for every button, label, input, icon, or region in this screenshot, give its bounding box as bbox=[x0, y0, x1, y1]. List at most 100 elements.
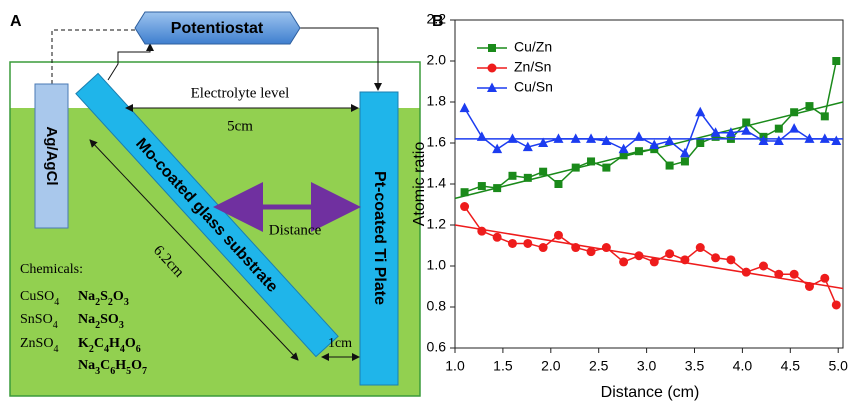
x-tick-label: 3.5 bbox=[685, 358, 705, 374]
wire bbox=[298, 27, 382, 91]
marker bbox=[819, 133, 830, 143]
marker bbox=[586, 247, 596, 257]
marker bbox=[507, 133, 518, 143]
wire bbox=[107, 43, 154, 81]
marker bbox=[665, 249, 675, 259]
marker bbox=[460, 202, 470, 212]
marker bbox=[618, 143, 629, 154]
marker bbox=[553, 133, 564, 143]
marker bbox=[523, 173, 532, 182]
panel-a: A Potentiostat Ag/AgCl Pt-coated Ti Plat… bbox=[9, 11, 421, 397]
marker bbox=[711, 132, 720, 141]
chemical: CuSO4 bbox=[20, 289, 59, 308]
chemical: Na2S2O3 bbox=[78, 289, 129, 308]
legend-label: Zn/Sn bbox=[514, 59, 551, 75]
marker bbox=[650, 145, 659, 154]
marker bbox=[696, 139, 705, 147]
chemical: Na3C6H5O7 bbox=[78, 358, 147, 377]
marker bbox=[601, 135, 612, 145]
distance-label: Distance bbox=[269, 222, 322, 238]
marker bbox=[492, 232, 502, 242]
marker bbox=[554, 180, 563, 188]
marker bbox=[789, 269, 799, 279]
marker bbox=[804, 282, 814, 291]
marker bbox=[726, 255, 736, 265]
marker bbox=[774, 124, 783, 133]
x-tick-label: 3.0 bbox=[637, 358, 657, 374]
marker bbox=[570, 133, 581, 143]
electrolyte bbox=[10, 108, 420, 396]
marker bbox=[633, 131, 644, 141]
marker bbox=[804, 133, 815, 143]
y-tick-label: 1.6 bbox=[427, 134, 447, 150]
marker bbox=[741, 125, 752, 135]
chemical: K2C4H4O6 bbox=[78, 336, 141, 355]
potentiostat-label: Potentiostat bbox=[171, 20, 264, 37]
marker bbox=[487, 82, 497, 92]
reference-label: Ag/AgCl bbox=[43, 126, 60, 185]
fit-line bbox=[454, 224, 844, 290]
marker bbox=[741, 267, 751, 277]
marker bbox=[711, 253, 721, 263]
marker bbox=[477, 226, 487, 236]
marker bbox=[664, 135, 675, 145]
marker bbox=[665, 161, 674, 170]
marker bbox=[571, 243, 581, 253]
counter-label: Pt-coated Ti Plate bbox=[371, 171, 388, 305]
x-tick-label: 2.0 bbox=[541, 358, 561, 374]
marker bbox=[820, 273, 830, 283]
marker bbox=[725, 127, 736, 137]
x-axis-label: Distance (cm) bbox=[601, 384, 700, 401]
marker bbox=[742, 118, 751, 127]
marker bbox=[601, 243, 611, 253]
x-tick-label: 4.0 bbox=[733, 358, 753, 374]
chemical: ZnSO4 bbox=[20, 336, 58, 355]
marker bbox=[710, 127, 721, 137]
marker bbox=[634, 147, 643, 156]
marker bbox=[789, 123, 800, 133]
series-line bbox=[463, 206, 837, 306]
marker bbox=[805, 102, 814, 111]
marker bbox=[680, 157, 689, 166]
marker bbox=[487, 63, 497, 73]
marker bbox=[586, 133, 597, 143]
panel-label: A bbox=[10, 13, 22, 30]
chemicals: CuSO4 SnSO4 ZnSO4 Na2S2O3 Na2SO3 K2C4H4O6 Na3C… bbox=[20, 289, 147, 377]
y-tick-label: 0.6 bbox=[427, 339, 447, 355]
y-tick-label: 2.2 bbox=[427, 11, 447, 27]
marker bbox=[758, 261, 768, 271]
chemicals-title: Chemicals: bbox=[20, 262, 83, 277]
marker bbox=[492, 143, 503, 154]
marker bbox=[571, 163, 580, 172]
y-axis-label: Atomic ratio bbox=[411, 142, 428, 227]
legend-label: Cu/Zn bbox=[514, 39, 552, 55]
marker bbox=[538, 137, 549, 147]
marker bbox=[477, 182, 486, 191]
marker bbox=[832, 57, 841, 65]
beaker bbox=[9, 61, 421, 397]
marker bbox=[831, 300, 841, 310]
chemical: Na2SO3 bbox=[78, 312, 124, 331]
marker bbox=[619, 151, 628, 160]
legend-label: Cu/Sn bbox=[514, 79, 553, 95]
marker bbox=[522, 141, 533, 152]
chemical: SnSO4 bbox=[20, 312, 58, 331]
marker bbox=[507, 238, 517, 248]
marker bbox=[774, 269, 784, 279]
marker bbox=[695, 243, 705, 253]
marker bbox=[508, 171, 517, 180]
marker bbox=[523, 238, 533, 248]
x-tick-label: 1.0 bbox=[445, 358, 465, 374]
y-tick-label: 1.4 bbox=[427, 175, 447, 191]
potentiostat-box bbox=[134, 11, 301, 45]
marker bbox=[649, 257, 659, 267]
marker bbox=[773, 135, 784, 145]
marker bbox=[459, 102, 470, 113]
panel-b: B Distance (cm) Atomic ratio 0.6 0.8 1.0 1.… bbox=[411, 11, 848, 402]
x-tick-label: 5.0 bbox=[828, 358, 848, 374]
y-tick-label: 1.0 bbox=[427, 257, 447, 273]
electrolyte-label: Electrolyte level bbox=[191, 85, 290, 101]
marker bbox=[831, 135, 842, 145]
marker bbox=[538, 243, 548, 253]
wire bbox=[51, 29, 135, 84]
